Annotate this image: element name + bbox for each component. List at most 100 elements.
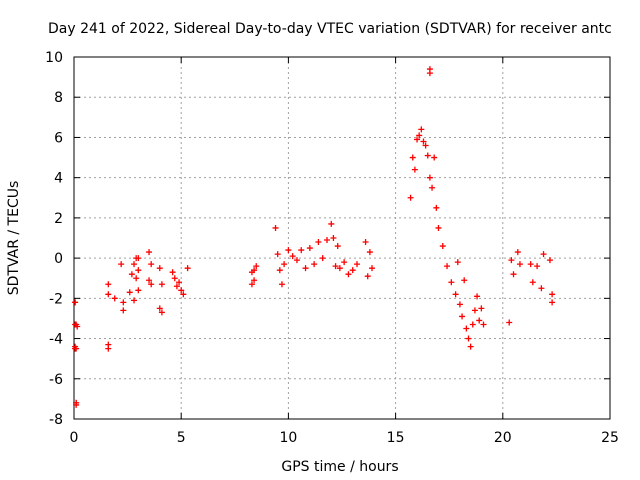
- data-point: [274, 251, 281, 258]
- data-point: [289, 253, 296, 260]
- data-point: [549, 299, 556, 306]
- data-point: [448, 279, 455, 286]
- data-point: [146, 277, 153, 284]
- data-point: [105, 345, 112, 352]
- data-point: [315, 239, 322, 246]
- data-point: [435, 224, 442, 231]
- data-point: [180, 291, 187, 298]
- data-point: [135, 255, 142, 262]
- data-point: [158, 281, 165, 288]
- data-point: [158, 309, 165, 316]
- y-axis-label: SDTVAR / TECUs: [6, 181, 22, 296]
- data-point: [471, 307, 478, 314]
- data-point: [411, 166, 418, 173]
- data-point: [534, 263, 541, 270]
- x-axis-label: GPS time / hours: [281, 459, 398, 475]
- y-tick-label: -8: [49, 412, 63, 428]
- data-point: [323, 237, 330, 244]
- y-tick-label: -2: [49, 291, 63, 307]
- data-point: [469, 321, 476, 328]
- data-point: [176, 279, 183, 286]
- data-point: [407, 194, 414, 201]
- data-point: [480, 321, 487, 328]
- data-point: [251, 267, 258, 274]
- data-point: [171, 275, 178, 282]
- data-point: [549, 291, 556, 298]
- data-point: [334, 243, 341, 250]
- data-point: [461, 277, 468, 284]
- data-point: [546, 257, 553, 264]
- data-point: [416, 132, 423, 139]
- data-point: [72, 299, 79, 306]
- data-point: [424, 152, 431, 159]
- x-tick-label: 0: [70, 430, 79, 446]
- data-point: [478, 305, 485, 312]
- data-point: [439, 243, 446, 250]
- x-tick-label: 25: [601, 430, 619, 446]
- data-point: [302, 265, 309, 272]
- data-point: [418, 126, 425, 133]
- data-point: [133, 275, 140, 282]
- data-point: [126, 289, 133, 296]
- data-point: [508, 257, 515, 264]
- data-point: [540, 251, 547, 258]
- grid: [74, 57, 610, 419]
- x-tick-label: 10: [279, 430, 297, 446]
- data-point: [426, 174, 433, 181]
- data-point: [118, 261, 125, 268]
- data-point: [474, 293, 481, 300]
- y-tick-label: 4: [54, 171, 63, 187]
- data-point: [506, 319, 513, 326]
- y-tick-label: 8: [54, 90, 63, 106]
- data-point: [311, 261, 318, 268]
- data-point: [345, 271, 352, 278]
- data-point: [135, 267, 142, 274]
- data-point: [73, 399, 80, 406]
- x-tick-label: 20: [494, 430, 512, 446]
- data-point: [444, 263, 451, 270]
- data-point: [251, 277, 258, 284]
- data-point: [409, 154, 416, 161]
- data-point: [120, 307, 127, 314]
- data-point: [420, 138, 427, 145]
- y-tick-label: -4: [49, 332, 63, 348]
- y-tick-label: 6: [54, 130, 63, 146]
- data-point: [354, 261, 361, 268]
- data-point: [364, 273, 371, 280]
- data-point: [148, 261, 155, 268]
- data-point: [510, 271, 517, 278]
- chart-title: Day 241 of 2022, Sidereal Day-to-day VTE…: [48, 21, 612, 37]
- data-point: [341, 259, 348, 266]
- plot-area-frame: [73, 56, 611, 420]
- data-point: [293, 257, 300, 264]
- data-point: [169, 269, 176, 276]
- data-point: [369, 265, 376, 272]
- data-point: [456, 301, 463, 308]
- data-point: [426, 70, 433, 77]
- data-point: [120, 299, 127, 306]
- data-point: [328, 220, 335, 227]
- data-point: [111, 295, 118, 302]
- data-point: [454, 259, 461, 266]
- x-tick-label: 15: [387, 430, 405, 446]
- data-point: [476, 317, 483, 324]
- data-point: [276, 267, 283, 274]
- data-point: [463, 325, 470, 332]
- data-point: [414, 136, 421, 143]
- data-point: [465, 335, 472, 342]
- data-point: [431, 154, 438, 161]
- data-point: [452, 291, 459, 298]
- data-point: [272, 224, 279, 231]
- data-point: [148, 281, 155, 288]
- data-points: [72, 66, 556, 408]
- data-point: [362, 239, 369, 246]
- data-point: [538, 285, 545, 292]
- y-tick-label: 2: [54, 211, 63, 227]
- data-point: [131, 261, 138, 268]
- data-point: [459, 313, 466, 320]
- data-point: [319, 255, 326, 262]
- data-point: [278, 281, 285, 288]
- data-point: [135, 287, 142, 294]
- data-point: [105, 291, 112, 298]
